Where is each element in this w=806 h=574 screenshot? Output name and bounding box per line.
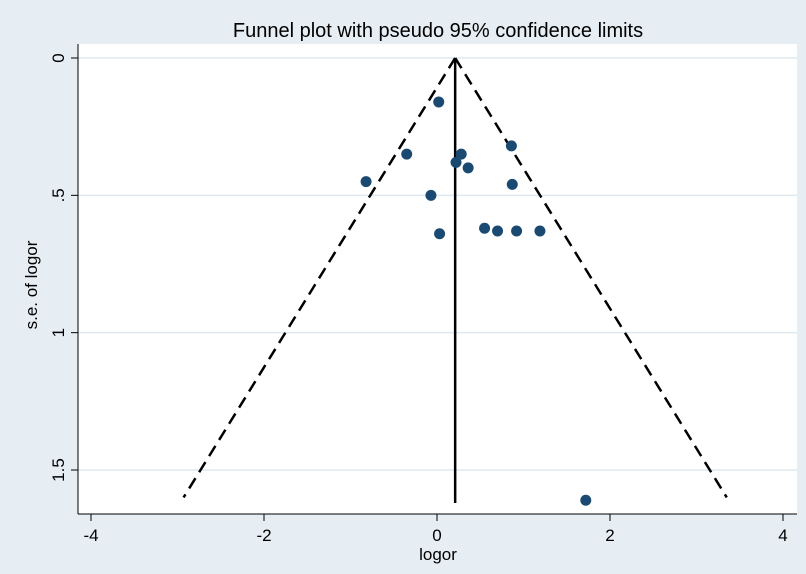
y-tick-label: .5 (49, 188, 68, 202)
data-point (505, 140, 517, 152)
x-tick-label: -4 (83, 526, 98, 545)
x-tick-label: 2 (605, 526, 614, 545)
data-point (455, 148, 467, 160)
x-tick-label: -2 (256, 526, 271, 545)
data-point (506, 178, 518, 190)
x-tick-label: 4 (778, 526, 787, 545)
y-axis-label: s.e. of logor (22, 240, 41, 329)
axes: -4 -2 0 2 4 0 .5 1 1.5 (49, 44, 797, 545)
plot-area (78, 44, 797, 514)
data-point (534, 225, 546, 237)
data-point (462, 162, 474, 174)
y-tick-label: 1 (49, 328, 68, 337)
data-point (425, 189, 437, 201)
data-point (450, 156, 462, 168)
data-point (434, 228, 446, 240)
funnel-lines (182, 57, 728, 503)
funnel-left-limit (182, 57, 457, 499)
data-point (360, 176, 372, 188)
funnel-right-limit (454, 57, 728, 499)
grid-lines (78, 57, 797, 471)
data-point (479, 222, 491, 234)
data-point (433, 96, 445, 108)
data-point (492, 225, 504, 237)
data-point (401, 148, 413, 160)
y-tick-label: 0 (49, 53, 68, 62)
y-tick-label: 1.5 (49, 458, 68, 482)
x-tick-label: 0 (432, 526, 441, 545)
chart-title: Funnel plot with pseudo 95% confidence l… (233, 20, 643, 42)
data-point (511, 225, 523, 237)
data-point (580, 494, 592, 506)
x-axis-label: logor (419, 545, 457, 564)
data-points (360, 96, 592, 506)
